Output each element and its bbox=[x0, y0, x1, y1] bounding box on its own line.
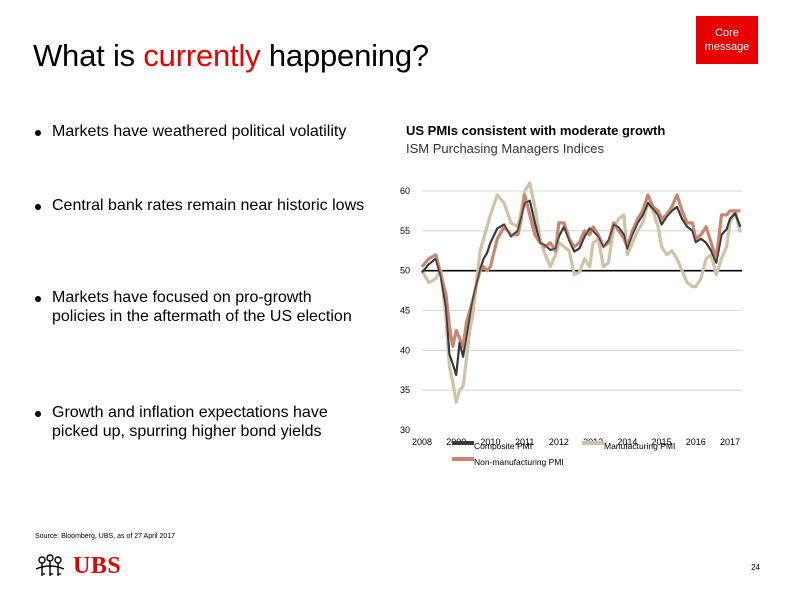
y-tick-label: 60 bbox=[400, 186, 410, 196]
legend-label: Composite PMI bbox=[474, 441, 532, 451]
x-tick-label: 2008 bbox=[412, 437, 432, 447]
source-note: Source: Bloomberg, UBS, as of 27 April 2… bbox=[35, 533, 176, 540]
chart-axes: 3035404550556020082009201020112012201320… bbox=[400, 186, 740, 447]
core-message-line2: message bbox=[704, 41, 750, 53]
core-message-line1: Core bbox=[715, 27, 739, 39]
core-message-badge: Core message bbox=[696, 16, 758, 64]
logo-wordmark: UBS bbox=[73, 552, 122, 579]
chart-series bbox=[420, 181, 742, 404]
x-tick-label: 2016 bbox=[686, 437, 706, 447]
y-tick-label: 55 bbox=[400, 226, 410, 236]
bullet-item: Central bank rates remain near historic … bbox=[35, 196, 385, 215]
x-tick-label: 2017 bbox=[720, 437, 740, 447]
y-tick-label: 35 bbox=[400, 385, 410, 395]
chart-legend: Composite PMI Manufacturing PMI Non-manufa… bbox=[452, 441, 675, 467]
title-highlight: currently bbox=[143, 38, 261, 73]
x-tick-label: 2015 bbox=[652, 437, 672, 447]
y-tick-label: 30 bbox=[400, 425, 410, 435]
y-tick-label: 40 bbox=[400, 345, 410, 355]
bullet-dot-icon bbox=[35, 204, 41, 210]
bullet-dot-icon bbox=[35, 296, 41, 302]
chart-grid bbox=[422, 190, 742, 391]
x-tick-label: 2014 bbox=[617, 437, 637, 447]
ubs-keys-icon bbox=[35, 554, 65, 576]
x-tick-label: 2011 bbox=[515, 437, 534, 447]
bullet-item: Growth and inflation expectations have p… bbox=[35, 403, 365, 441]
chart-title: US PMIs consistent with moderate growth bbox=[406, 123, 666, 138]
legend-label: Non-manufacturing PMI bbox=[474, 457, 564, 467]
chart-subtitle: ISM Purchasing Managers Indices bbox=[406, 141, 604, 156]
bullet-item: Markets have weathered political volatil… bbox=[35, 122, 385, 141]
page-number: 24 bbox=[751, 563, 760, 572]
y-tick-label: 50 bbox=[400, 266, 410, 276]
y-tick-label: 45 bbox=[400, 306, 410, 316]
bullet-dot-icon bbox=[35, 130, 41, 136]
bullet-item: Markets have focused on pro-growth polic… bbox=[35, 288, 355, 326]
series-line-manufacturing-pmi bbox=[420, 181, 742, 404]
x-tick-label: 2010 bbox=[480, 437, 500, 447]
ubs-logo: UBS bbox=[33, 552, 121, 580]
pmi-line-chart: 3035404550556020082009201020112012201320… bbox=[400, 181, 742, 467]
x-tick-label: 2012 bbox=[549, 437, 569, 447]
legend-label: Manufacturing PMI bbox=[604, 441, 675, 451]
bullet-dot-icon bbox=[35, 411, 41, 417]
slide-title: What is currently happening? bbox=[33, 38, 429, 73]
series-line-composite-overlay bbox=[421, 199, 741, 376]
